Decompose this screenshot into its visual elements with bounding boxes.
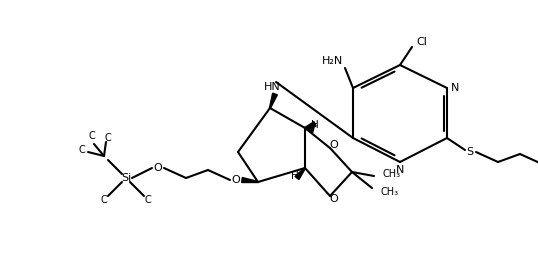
Text: C: C xyxy=(101,195,108,205)
Text: O: O xyxy=(232,175,240,185)
Text: O: O xyxy=(330,194,338,204)
Text: H₂N: H₂N xyxy=(322,56,343,66)
Text: C: C xyxy=(89,131,95,141)
Polygon shape xyxy=(295,168,306,180)
Text: O: O xyxy=(330,140,338,150)
Text: HN: HN xyxy=(264,82,280,92)
Text: H: H xyxy=(291,171,299,181)
Text: CH₃: CH₃ xyxy=(380,187,398,197)
Text: N: N xyxy=(396,165,404,175)
Text: C: C xyxy=(145,195,151,205)
Text: O: O xyxy=(154,163,162,173)
Text: H: H xyxy=(311,120,319,130)
Text: C: C xyxy=(79,145,86,155)
Text: S: S xyxy=(466,147,473,157)
Text: Cl: Cl xyxy=(416,37,427,47)
Polygon shape xyxy=(242,178,258,183)
Text: C: C xyxy=(104,133,111,143)
Text: CH₃: CH₃ xyxy=(382,169,400,179)
Polygon shape xyxy=(305,122,316,128)
Text: N: N xyxy=(451,83,459,93)
Text: Si: Si xyxy=(121,173,131,183)
Polygon shape xyxy=(270,93,278,108)
